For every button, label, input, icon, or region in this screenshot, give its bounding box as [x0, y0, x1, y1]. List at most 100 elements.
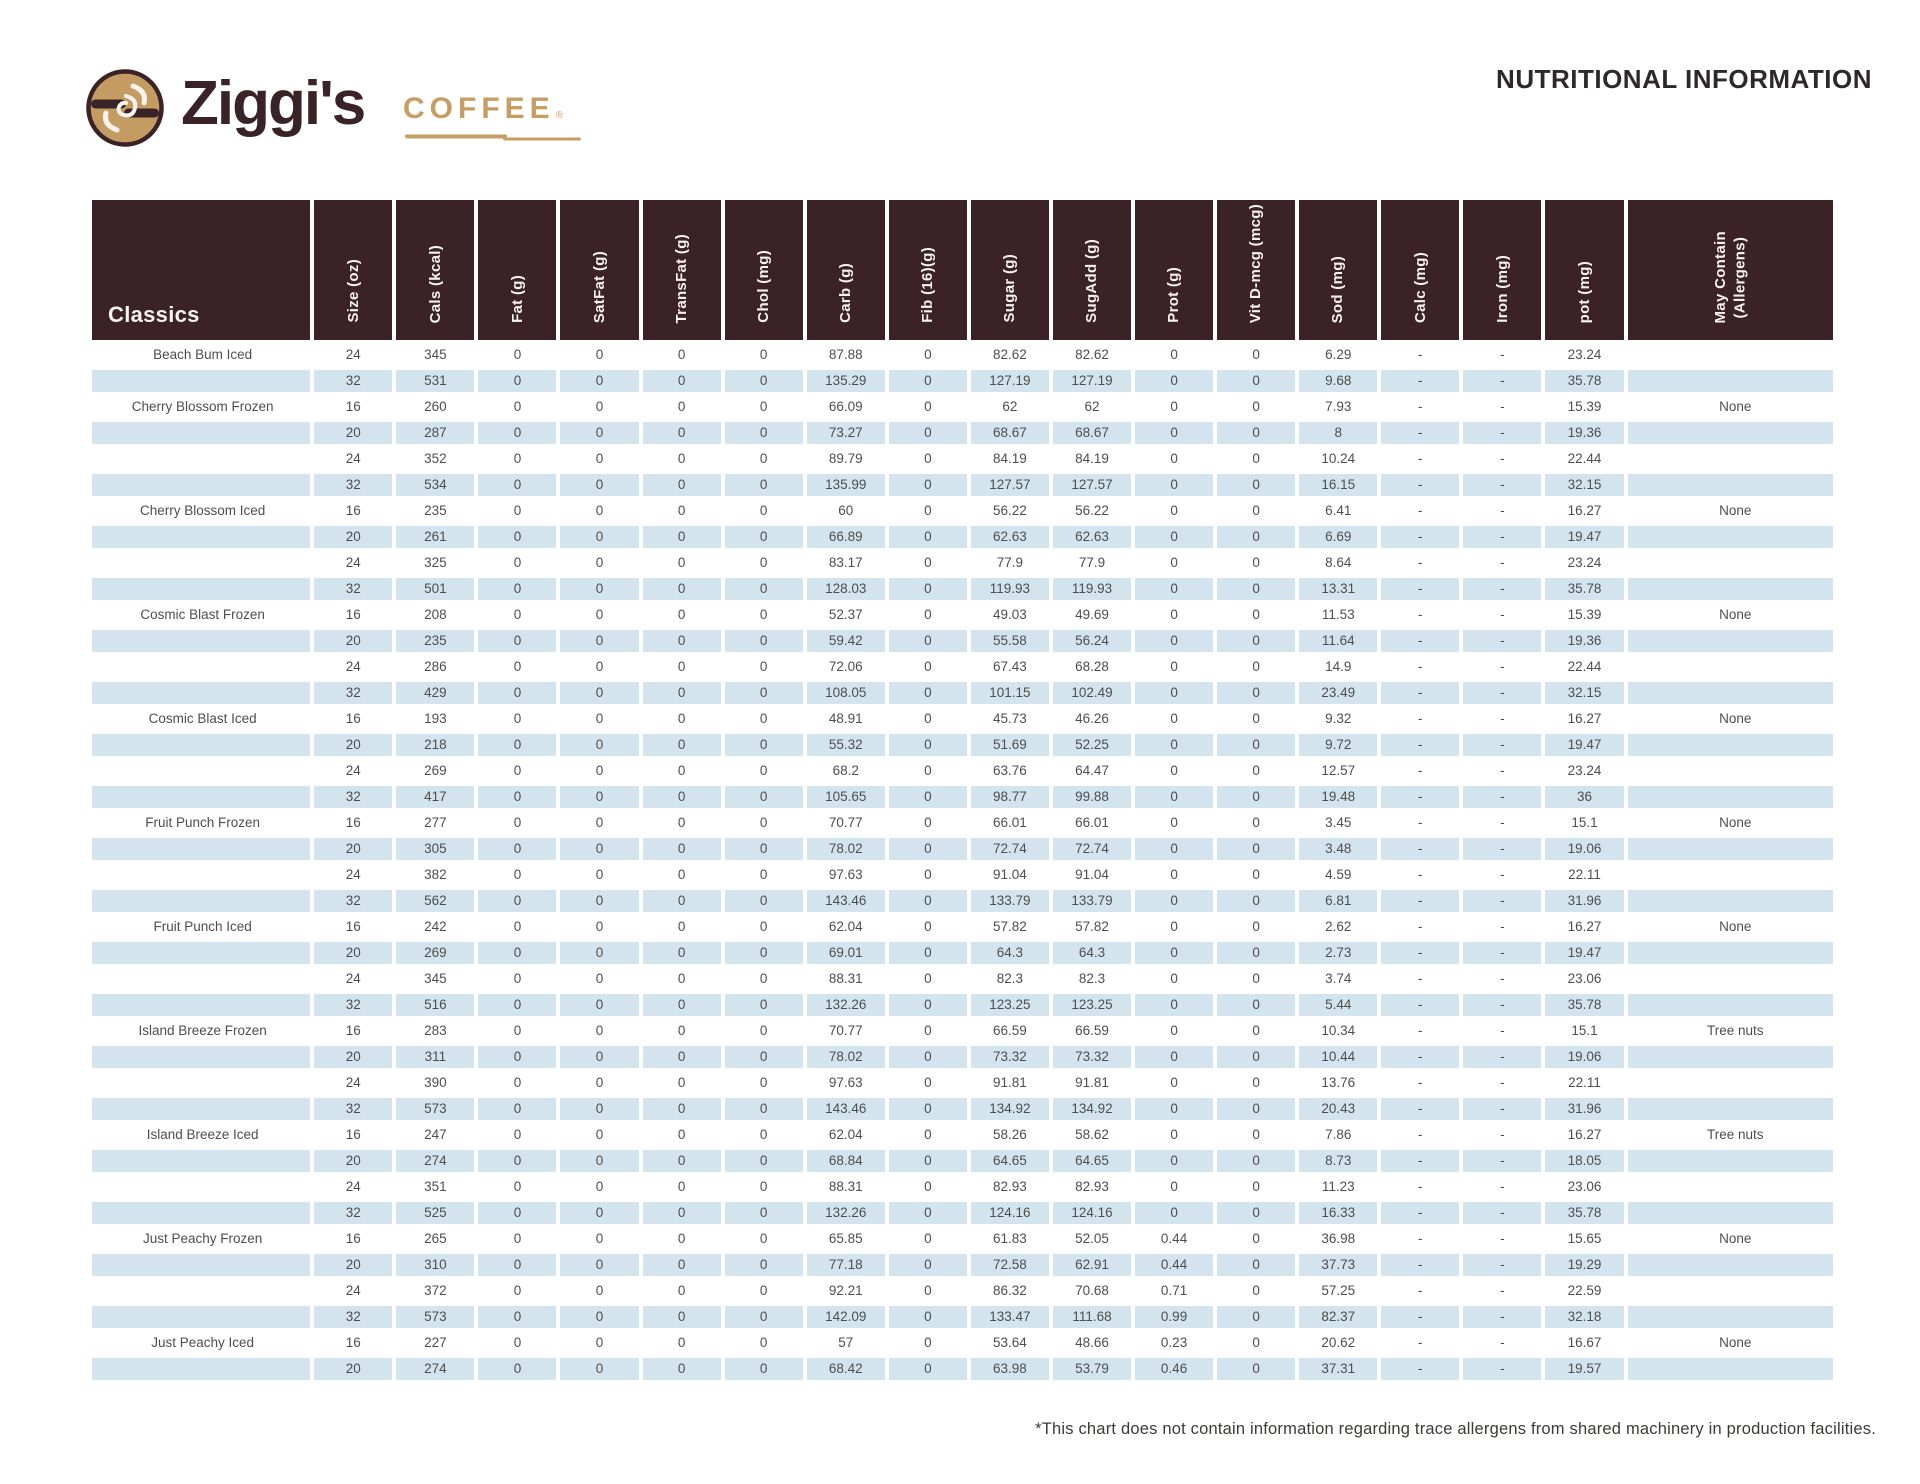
value-cell: 68.67	[970, 422, 1049, 444]
value-cell: 0	[513, 711, 522, 726]
value-cell: -	[1500, 1231, 1505, 1246]
value-cell: 60	[838, 503, 854, 518]
value-cell: 8	[1299, 422, 1378, 444]
value-cell: 127.57	[1052, 474, 1132, 496]
value-cell: 37.31	[1299, 1358, 1378, 1380]
value-cell: 0	[1217, 1306, 1296, 1328]
value-cell: 134.92	[1052, 1098, 1132, 1120]
value-cell: 78.02	[806, 1046, 885, 1068]
value-cell: 242	[424, 919, 447, 934]
drink-name-cell	[92, 1072, 310, 1094]
value-cell: 127.19	[1052, 370, 1132, 392]
value-cell: -	[1500, 659, 1505, 674]
value-cell: 265	[424, 1231, 447, 1246]
value-cell: 16	[345, 503, 361, 518]
value-cell: 0	[1217, 682, 1296, 704]
value-cell: 23.24	[1567, 763, 1602, 778]
value-cell: 562	[396, 890, 475, 912]
value-cell: 0	[677, 347, 686, 362]
drink-name-cell	[92, 474, 311, 496]
value-cell: 20	[314, 838, 393, 860]
value-cell: 6.81	[1299, 890, 1378, 912]
value-cell: 24	[345, 1075, 361, 1090]
column-header-label: Size (oz)	[344, 259, 362, 323]
drink-name-cell	[92, 1176, 310, 1198]
allergen-cell	[1628, 1176, 1834, 1198]
value-cell: -	[1500, 347, 1505, 362]
value-cell: 0	[513, 1335, 522, 1350]
table-row: 20 218 0 0 0 0 55.32 0 51.69 52.25 0 0 9.72- -19.47	[92, 734, 1833, 756]
value-cell: 0	[560, 1202, 639, 1224]
value-cell: 0	[1135, 942, 1214, 964]
value-cell: 0	[1135, 370, 1214, 392]
value-cell: 0	[513, 347, 522, 362]
value-cell: 66.01	[993, 815, 1027, 830]
value-cell: 0	[595, 1179, 604, 1194]
value-cell: 20	[314, 1046, 393, 1068]
value-cell: 0	[1252, 1283, 1260, 1298]
value-cell: -	[1418, 1127, 1423, 1142]
value-cell: 24	[345, 347, 361, 362]
table-row: 32 562 0 0 0 0 143.46 0 133.79 133.79 0 0 6.81- -31.9…	[92, 890, 1833, 912]
value-cell: 0	[1252, 659, 1260, 674]
value-cell: 0	[513, 555, 522, 570]
registered-mark: ®	[555, 110, 564, 121]
value-cell: 0	[759, 659, 768, 674]
value-cell: 91.04	[1075, 867, 1109, 882]
value-cell: -	[1500, 1335, 1505, 1350]
value-cell: 305	[396, 838, 475, 860]
value-cell: 4.59	[1325, 867, 1352, 882]
value-cell: 235	[396, 630, 475, 652]
table-row: 20 274 0 0 0 0 68.42 0 63.98 53.79 0.46 0 37.31- -19.…	[92, 1358, 1833, 1380]
value-cell: 0	[1135, 1098, 1214, 1120]
value-cell: 108.05	[806, 682, 885, 704]
value-cell: 62.63	[970, 526, 1049, 548]
value-cell: -	[1381, 1098, 1460, 1120]
value-cell: 0	[478, 1306, 557, 1328]
value-cell: 0	[759, 1231, 768, 1246]
table-row: 32 534 0 0 0 0 135.99 0 127.57 127.57 0 0 16.15- -32.…	[92, 474, 1833, 496]
value-cell: 68.28	[1075, 659, 1109, 674]
value-cell: 70.68	[1075, 1283, 1109, 1298]
column-header-label: Sugar (g)	[1001, 254, 1019, 323]
drink-name-cell: Cherry Blossom Frozen	[131, 399, 274, 414]
value-cell: 0	[888, 1306, 967, 1328]
value-cell: 32	[314, 1098, 393, 1120]
value-cell: 0	[478, 630, 557, 652]
value-cell: 0	[595, 1231, 604, 1246]
value-cell: 0	[677, 451, 686, 466]
value-cell: 0	[1135, 630, 1214, 652]
value-cell: 49.69	[1075, 607, 1109, 622]
value-cell: 0	[1170, 1023, 1178, 1038]
value-cell: 0	[560, 942, 639, 964]
value-cell: 24	[345, 1283, 361, 1298]
value-cell: 325	[424, 555, 447, 570]
value-cell: 0	[1170, 919, 1178, 934]
value-cell: 0	[560, 370, 639, 392]
value-cell: 0	[1252, 1075, 1260, 1090]
value-cell: 247	[424, 1127, 447, 1142]
drink-name-cell	[92, 1202, 311, 1224]
value-cell: 57.82	[993, 919, 1027, 934]
value-cell: -	[1463, 734, 1542, 756]
value-cell: 68.84	[806, 1150, 885, 1172]
value-cell: 0	[1170, 347, 1178, 362]
value-cell: 0	[724, 578, 803, 600]
value-cell: 516	[396, 994, 475, 1016]
value-cell: 16.33	[1299, 1202, 1378, 1224]
table-row: 32 531 0 0 0 0 135.29 0 127.19 127.19 0 0 9.68- -35.7…	[92, 370, 1833, 392]
allergen-cell	[1627, 786, 1833, 808]
value-cell: 16.27	[1567, 1127, 1602, 1142]
drink-name-cell	[92, 890, 311, 912]
value-cell: 0	[724, 1358, 803, 1380]
value-cell: 56.24	[1052, 630, 1132, 652]
value-cell: 62	[1084, 399, 1100, 414]
value-cell: 0	[759, 1283, 768, 1298]
value-cell: 0	[642, 474, 721, 496]
value-cell: 0	[642, 1098, 721, 1120]
column-header-label: Iron (mg)	[1493, 255, 1511, 323]
value-cell: 55.58	[970, 630, 1049, 652]
value-cell: 24	[345, 659, 361, 674]
value-cell: 0	[724, 734, 803, 756]
column-header-sugar-g: Sugar (g)	[970, 200, 1049, 340]
